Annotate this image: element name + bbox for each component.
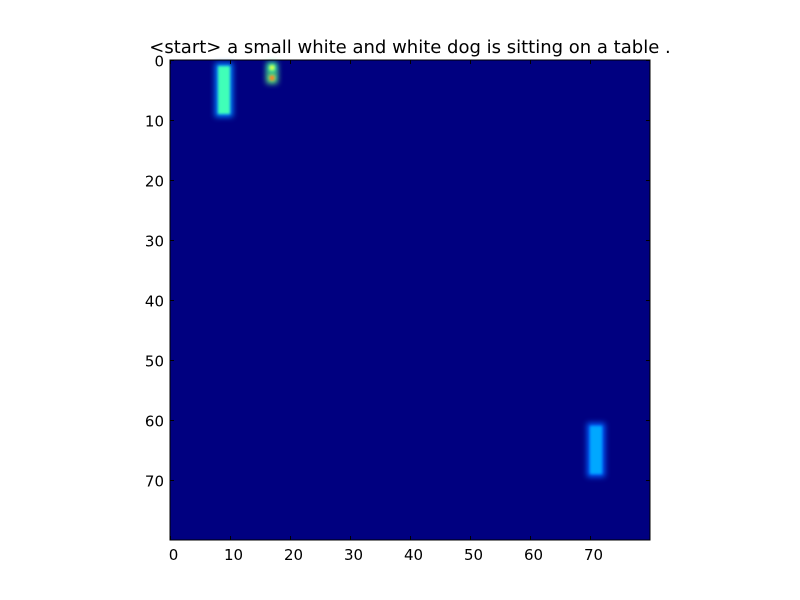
x-tick-label: 60 <box>524 546 543 564</box>
y-tick-label: 70 <box>145 473 164 491</box>
y-tick-label: 10 <box>145 113 164 131</box>
hotspot-1 <box>590 426 602 474</box>
hotspot-2 <box>269 65 275 71</box>
x-tick-label: 70 <box>584 546 603 564</box>
hotspot-0 <box>218 66 230 114</box>
hotspots-layer <box>215 62 605 477</box>
x-tick-label: 30 <box>344 546 363 564</box>
hotspot-3 <box>269 75 275 81</box>
x-tick-label: 20 <box>284 546 303 564</box>
y-tick-label: 40 <box>145 293 164 311</box>
x-tick-label: 40 <box>404 546 423 564</box>
heatmap-background <box>170 60 650 540</box>
chart-title: <start> a small white and white dog is s… <box>149 37 670 58</box>
y-tick-label: 0 <box>154 53 164 71</box>
y-tick-label: 60 <box>145 413 164 431</box>
y-tick-label: 30 <box>145 233 164 251</box>
x-tick-label: 50 <box>464 546 483 564</box>
x-tick-label: 10 <box>224 546 243 564</box>
axes-layer: 0 10 20 30 40 50 60 70 0 10 20 30 40 50 60 70 <box>145 53 650 564</box>
y-tick-label: 20 <box>145 173 164 191</box>
x-tick-label: 0 <box>169 546 179 564</box>
y-tick-label: 50 <box>145 353 164 371</box>
